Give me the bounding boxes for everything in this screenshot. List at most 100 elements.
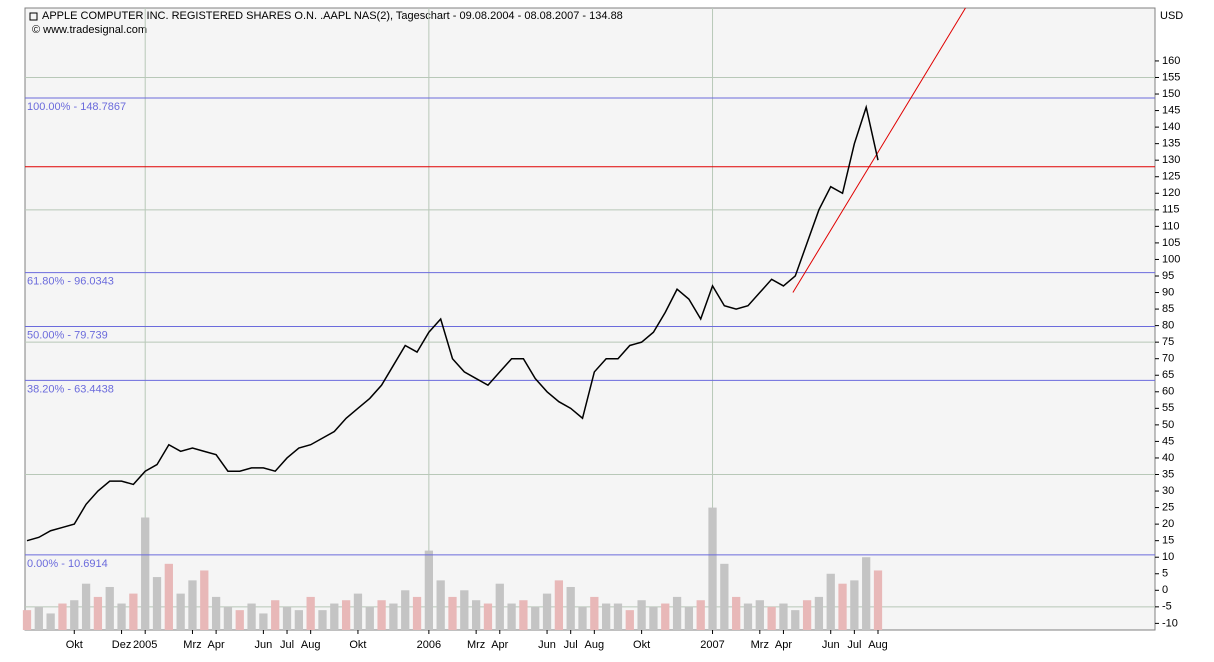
y-tick-label: 85	[1162, 303, 1174, 315]
volume-bar	[200, 570, 209, 630]
y-tick-label: 15	[1162, 535, 1174, 547]
y-tick-label: 90	[1162, 286, 1174, 298]
y-tick-label: 125	[1162, 171, 1180, 183]
volume-bar	[294, 610, 303, 630]
volume-bar	[554, 580, 564, 630]
volume-bar	[472, 600, 481, 630]
volume-bar	[306, 596, 315, 630]
fib-label: 38.20% - 63.4438	[27, 383, 114, 395]
y-tick-label: 25	[1162, 501, 1174, 513]
y-tick-label: 155	[1162, 71, 1180, 83]
volume-bar	[684, 606, 694, 630]
volume-bar	[34, 606, 43, 630]
volume-bar	[412, 596, 422, 630]
volume-bar	[81, 583, 91, 630]
x-tick-label: Mrz	[751, 639, 769, 651]
volume-bar	[708, 507, 717, 630]
x-tick-label: Aug	[585, 639, 605, 651]
volume-bar	[767, 606, 776, 630]
x-tick-label: Aug	[301, 639, 321, 651]
volume-bar	[743, 603, 753, 630]
y-tick-label: 110	[1162, 220, 1180, 232]
y-tick-label: 35	[1162, 468, 1174, 480]
volume-bar	[401, 590, 410, 630]
fib-label: 50.00% - 79.739	[27, 329, 108, 341]
y-tick-label: 5	[1162, 568, 1168, 580]
y-tick-label: 95	[1162, 270, 1174, 282]
x-tick-label: 2005	[133, 639, 157, 651]
volume-bar	[259, 613, 268, 630]
x-tick-label: Mrz	[183, 639, 201, 651]
volume-bar	[791, 610, 800, 630]
plot-area	[24, 7, 1156, 631]
y-tick-label: 80	[1162, 320, 1174, 332]
volume-bar	[802, 600, 812, 630]
volume-bar	[211, 596, 221, 630]
volume-bar	[141, 517, 150, 630]
y-tick-label: 30	[1162, 485, 1174, 497]
volume-bar	[720, 563, 729, 630]
y-tick-label: 60	[1162, 386, 1174, 398]
x-tick-label: Jul	[564, 639, 578, 651]
x-tick-label: Okt	[349, 639, 366, 651]
volume-bar	[637, 600, 646, 630]
volume-bar	[436, 580, 445, 630]
volume-bar	[507, 603, 516, 630]
x-tick-label: Jun	[822, 639, 840, 651]
fib-label: 100.00% - 148.7867	[27, 101, 126, 113]
y-tick-label: 75	[1162, 336, 1174, 348]
volume-bar	[58, 603, 67, 630]
y-tick-label: 10	[1162, 551, 1174, 563]
y-tick-label: 40	[1162, 452, 1174, 464]
y-tick-label: 45	[1162, 435, 1174, 447]
x-tick-label: Okt	[633, 639, 650, 651]
y-tick-label: 65	[1162, 369, 1174, 381]
volume-bar	[365, 606, 374, 630]
y-tick-label: 145	[1162, 104, 1180, 116]
volume-bar	[613, 603, 623, 630]
y-tick-label: 135	[1162, 138, 1180, 150]
volume-bar	[495, 583, 504, 630]
volume-bar	[271, 600, 280, 630]
x-tick-label: 2007	[700, 639, 724, 651]
volume-bar	[531, 606, 540, 630]
trend-line	[792, 7, 966, 293]
volume-bar	[602, 603, 611, 630]
y-tick-label: 100	[1162, 253, 1180, 265]
y-tick-label: 70	[1162, 353, 1174, 365]
x-tick-label: Apr	[491, 639, 508, 651]
volume-bar	[696, 600, 705, 630]
volume-bar	[542, 593, 552, 630]
x-tick-label: Mrz	[467, 639, 485, 651]
volume-bar	[341, 600, 351, 630]
x-tick-label: Apr	[208, 639, 225, 651]
volume-bar	[755, 600, 764, 630]
volume-bar	[223, 606, 233, 630]
subtitle: © www.tradesignal.com	[32, 24, 147, 36]
x-tick-label: Jun	[538, 639, 556, 651]
y-tick-label: 55	[1162, 402, 1174, 414]
volume-bar	[814, 596, 824, 630]
y-tick-label: -10	[1162, 617, 1178, 629]
volume-bar	[838, 583, 847, 630]
y-tick-label: 115	[1162, 204, 1180, 216]
volume-bar	[22, 610, 32, 630]
volume-bar	[850, 580, 859, 630]
volume-bar	[732, 596, 741, 630]
y-tick-label: 50	[1162, 419, 1174, 431]
y-tick-label: 130	[1162, 154, 1180, 166]
volume-bar	[779, 603, 788, 630]
volume-bar	[282, 606, 292, 630]
volume-bar	[176, 593, 185, 630]
volume-bar	[424, 550, 433, 630]
fib-label: 61.80% - 96.0343	[27, 275, 114, 287]
volume-bar	[152, 577, 162, 630]
volume-bar	[164, 563, 173, 630]
x-tick-label: Jul	[847, 639, 861, 651]
fib-label: 0.00% - 10.6914	[27, 558, 108, 570]
chart-title: APPLE COMPUTER INC. REGISTERED SHARES O.…	[42, 10, 623, 22]
volume-bar	[330, 603, 339, 630]
volume-bar	[70, 600, 79, 630]
volume-bar	[448, 596, 457, 630]
